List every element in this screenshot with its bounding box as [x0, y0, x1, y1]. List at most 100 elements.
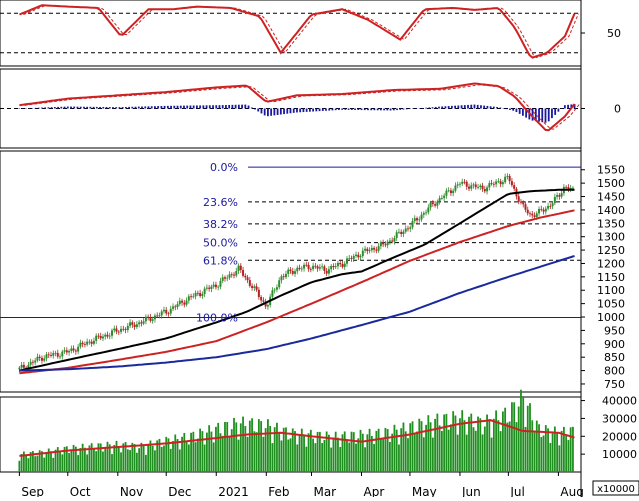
volume-bar [375, 430, 378, 472]
volume-bar [167, 438, 170, 472]
volume-bar [36, 455, 39, 472]
price-candle-body [343, 263, 346, 267]
macd-hist-bar [21, 108, 24, 109]
macd-hist-bar [141, 106, 143, 109]
macd-hist-bar [254, 108, 256, 110]
macd-hist-bar [195, 105, 198, 109]
macd-hist-bar [57, 106, 59, 109]
macd-hist-bar [202, 105, 205, 109]
macd-hist-bar [547, 108, 550, 122]
volume-bar [172, 441, 174, 472]
volume-bar [117, 446, 120, 472]
volume-bar [104, 447, 107, 472]
volume-bar [156, 440, 159, 472]
volume-bar [285, 427, 287, 472]
price-candle-body [474, 184, 477, 188]
volume-bar [215, 426, 217, 472]
price-candle-body [70, 348, 73, 351]
macd-hist-bar [73, 106, 76, 109]
macd-hist-bar [441, 106, 444, 109]
price-tick-label: 900 [604, 338, 625, 351]
volume-bar [328, 434, 330, 472]
price-candle-body [278, 280, 281, 288]
price-candle-body [262, 300, 265, 302]
price-candle-body [558, 195, 561, 197]
volume-bar [450, 424, 452, 472]
macd-hist-bar [154, 106, 156, 109]
volume-bar [221, 435, 224, 472]
price-candle-body [492, 183, 495, 185]
price-candle-body [205, 287, 208, 289]
volume-bar [488, 419, 491, 472]
volume-bar [443, 414, 446, 472]
price-candle-body [483, 189, 486, 192]
macd-hist-bar [357, 108, 360, 111]
volume-bar [18, 460, 21, 472]
price-candle-body [438, 198, 441, 202]
volume-bar [389, 441, 391, 472]
price-candle-body [510, 181, 513, 186]
volume-bar [465, 434, 468, 472]
price-candle-body [452, 190, 455, 194]
volume-bar [538, 424, 540, 472]
volume-bar [255, 432, 258, 472]
volume-bar [436, 413, 439, 472]
macd-hist-bar [99, 106, 101, 109]
volume-bar [337, 437, 339, 472]
volume-bar [312, 438, 314, 472]
volume-bar [93, 449, 95, 472]
volume-bar [477, 416, 479, 472]
price-candle-body [364, 248, 367, 251]
volume-bar [404, 431, 407, 472]
price-candle-body [101, 336, 104, 339]
volume-bar [269, 425, 272, 472]
price-candle-body [357, 254, 360, 258]
volume-bar [29, 451, 32, 472]
price-candle-body [409, 227, 412, 229]
price-candle-body [529, 213, 532, 215]
macd-hist-bar [350, 108, 353, 110]
macd-hist-bar [279, 108, 282, 115]
macd-hist-bar [189, 105, 192, 109]
volume-bar [395, 429, 398, 472]
price-candle-body [336, 262, 339, 267]
volume-bar [72, 444, 75, 472]
volume-bar [282, 427, 285, 472]
volume-bar [542, 435, 545, 472]
macd-hist-bar [554, 108, 557, 115]
x-axis-tick-label: Dec [168, 485, 191, 497]
volume-bar [393, 424, 396, 472]
macd-hist-bar [147, 106, 150, 109]
volume-bar [323, 440, 326, 472]
macd-hist-bar [470, 104, 473, 109]
price-candle-body [526, 209, 529, 214]
volume-bar [246, 436, 249, 472]
price-candle-body [129, 322, 132, 326]
price-candle-body [196, 292, 199, 294]
volume-bar [242, 416, 244, 472]
macd-hist-bar [379, 108, 382, 111]
volume-bar [228, 436, 231, 472]
macd-hist-bar [63, 106, 66, 109]
price-candle-body [251, 285, 254, 288]
volume-bar [70, 451, 73, 472]
macd-hist-bar [302, 108, 305, 113]
macd-hist-bar [160, 105, 163, 109]
price-candle-body [400, 231, 403, 234]
volume-bar [416, 431, 418, 472]
volume-ma-line [19, 419, 575, 457]
macd-hist-bar [509, 108, 511, 110]
macd-hist-bar [137, 106, 140, 109]
price-candle-body [153, 315, 156, 320]
price-candle-body [22, 364, 25, 368]
macd-hist-bar [157, 106, 160, 109]
price-candle-body [477, 186, 480, 188]
macd-hist-bar [70, 106, 72, 109]
volume-bar [129, 450, 131, 472]
price-candle-body [223, 277, 226, 279]
price-candle-body [122, 328, 125, 330]
price-candle-body [427, 207, 430, 213]
volume-bar [54, 449, 57, 472]
volume-bar [407, 438, 409, 472]
fib-level-label: 23.6% [203, 196, 238, 209]
